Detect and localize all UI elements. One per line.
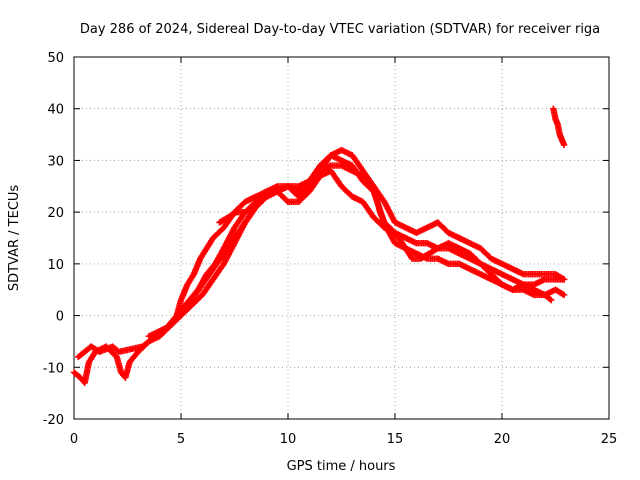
y-axis-label: SDTVAR / TECUs bbox=[7, 185, 22, 292]
x-tick-label: 10 bbox=[280, 432, 297, 447]
chart-title: Day 286 of 2024, Sidereal Day-to-day VTE… bbox=[80, 22, 600, 37]
x-axis-label: GPS time / hours bbox=[287, 459, 396, 474]
axis-ticks: 0 5 10 15 20 25 -20 -10 0 10 20 30 40 50 bbox=[43, 51, 618, 447]
data-point bbox=[560, 141, 568, 149]
data-point bbox=[250, 203, 257, 211]
y-tick-label: 20 bbox=[47, 206, 64, 221]
x-tick-label: 20 bbox=[494, 432, 511, 447]
y-tick-label: -10 bbox=[43, 361, 64, 376]
x-tick-label: 5 bbox=[177, 432, 185, 447]
series-track-3 bbox=[145, 162, 568, 340]
x-tick-label: 15 bbox=[387, 432, 404, 447]
x-tick-label: 25 bbox=[601, 432, 618, 447]
y-tick-label: 40 bbox=[47, 103, 64, 118]
series-track-1 bbox=[70, 167, 568, 386]
series-track-4 bbox=[177, 152, 555, 314]
plot-frame bbox=[73, 56, 610, 420]
y-tick-label: 0 bbox=[56, 310, 64, 325]
data-point bbox=[560, 276, 568, 283]
y-tick-label: 50 bbox=[47, 51, 64, 66]
data-point bbox=[546, 295, 554, 303]
y-tick-label: -20 bbox=[43, 413, 64, 428]
data-point bbox=[283, 197, 291, 204]
y-tick-label: 30 bbox=[47, 154, 64, 169]
grid-lines bbox=[74, 57, 609, 419]
series-track-5 bbox=[216, 203, 257, 226]
x-tick-label: 0 bbox=[70, 432, 78, 447]
data-marks bbox=[70, 105, 568, 386]
data-point bbox=[548, 296, 555, 304]
y-tick-label: 10 bbox=[47, 258, 64, 273]
series-track-6 bbox=[550, 105, 568, 149]
data-point bbox=[560, 291, 568, 299]
